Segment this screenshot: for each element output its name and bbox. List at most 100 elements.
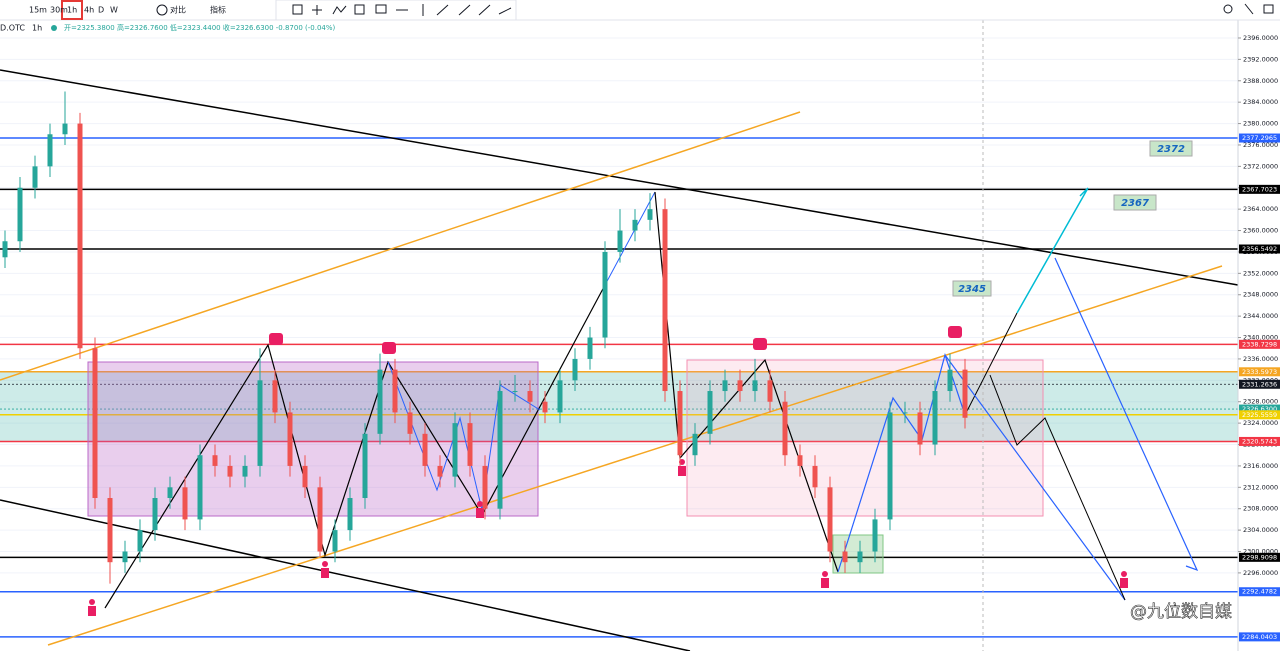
candle-body [497, 391, 503, 509]
candle-body [182, 487, 188, 520]
candle-body [362, 433, 368, 499]
level-label: 2298.9098 [1242, 553, 1277, 561]
candle-body [77, 123, 83, 349]
interval-button[interactable]: 15m [29, 6, 47, 15]
tool-icons[interactable] [292, 3, 1274, 16]
candle-body [812, 465, 818, 488]
y-tick-label: 2316.0000 [1243, 462, 1278, 470]
level-label-bg [1239, 184, 1280, 194]
y-tick-label: 2376.0000 [1243, 141, 1278, 149]
y-tick-label: 2344.0000 [1243, 312, 1278, 320]
y-tick-label: 2384.0000 [1243, 98, 1278, 106]
annotation-box [1113, 194, 1157, 211]
compare-button[interactable]: 对比 [170, 5, 186, 15]
annotations: 2372 2367 2345 @九位数自媒 [952, 140, 1232, 622]
trend-line [0, 499, 691, 652]
level-label-bg [1239, 367, 1280, 377]
projection [989, 374, 1126, 601]
level-label: 2367.7023 [1242, 185, 1277, 193]
candle-body [602, 251, 608, 338]
candle-body [527, 391, 533, 402]
level-label: 2333.5973 [1242, 368, 1277, 376]
active-interval [61, 0, 83, 20]
drawings [0, 20, 1239, 652]
axis-bg [1238, 20, 1280, 651]
candle-body [302, 465, 308, 488]
zone-band [0, 371, 1238, 442]
candle-body [917, 412, 923, 445]
candle-body [662, 209, 668, 392]
candle-body [797, 455, 803, 466]
candle-body [92, 348, 98, 499]
range-box [87, 361, 539, 517]
candle-body [647, 209, 653, 220]
candle-body [842, 551, 848, 563]
symbol-interval: 1h [32, 24, 42, 33]
level-label: 2326.6300 [1242, 405, 1277, 413]
level-label-bg [1239, 552, 1280, 562]
level-label-bg [1239, 404, 1280, 414]
candle-body [332, 530, 338, 552]
candle-body [422, 433, 428, 466]
level-label: 2284.0403 [1242, 633, 1277, 641]
y-tick-label: 2324.0000 [1243, 419, 1278, 427]
interval-button[interactable]: 1h [67, 6, 77, 15]
candle-body [107, 498, 113, 563]
candle-body [62, 123, 68, 135]
y-tick-label: 2360.0000 [1243, 227, 1278, 235]
y-tick-label: 2308.0000 [1243, 505, 1278, 513]
level-label-bg [1239, 436, 1280, 446]
candle-body [512, 391, 518, 393]
interval-button[interactable]: W [110, 6, 118, 15]
level-label-bg [1239, 632, 1280, 642]
level-label-bg [1239, 244, 1280, 254]
y-tick-label: 2392.0000 [1243, 55, 1278, 63]
compare-icon[interactable] [156, 4, 168, 16]
interval-button[interactable]: D [98, 6, 104, 15]
y-tick-label: 2348.0000 [1243, 291, 1278, 299]
y-tick-label: 2296.0000 [1243, 569, 1278, 577]
candle-body [887, 412, 893, 520]
level-label: 2292.4782 [1242, 588, 1277, 596]
y-tick-label: 2300.0000 [1243, 548, 1278, 556]
indicators-button[interactable]: 指标 [210, 5, 226, 15]
y-tick-label: 2364.0000 [1243, 205, 1278, 213]
candle-body [137, 530, 143, 552]
candle-body [17, 187, 23, 242]
y-tick-label: 2336.0000 [1243, 355, 1278, 363]
candle-body [767, 380, 773, 402]
candle-body [587, 337, 593, 359]
level-label: 2377.2965 [1242, 134, 1277, 142]
y-tick-label: 2328.0000 [1243, 398, 1278, 406]
y-tick-label: 2340.0000 [1243, 334, 1278, 342]
candle-body [452, 423, 458, 477]
candle-body [317, 487, 323, 552]
toolbar: 15m 30m 1h 4h D W 对比 指标 D.OTC 1h 开=2325.… [0, 0, 1280, 33]
candle-body [737, 380, 743, 392]
candles [2, 91, 968, 584]
candle-body [347, 498, 353, 531]
level-label: 2356.5492 [1242, 245, 1277, 253]
projection-arrow [944, 354, 1126, 601]
level-label: 2338.7298 [1242, 340, 1277, 348]
candle-body [32, 166, 38, 188]
background-layer [0, 37, 1238, 638]
candle-body [287, 412, 293, 466]
candle-body [857, 551, 863, 563]
annotation-box [952, 280, 992, 297]
interval-button[interactable]: 4h [84, 6, 94, 15]
candle-body [752, 380, 758, 392]
candle-body [947, 369, 953, 392]
candle-body [902, 412, 908, 414]
candle-body [437, 465, 443, 477]
candle-body [632, 219, 638, 231]
toolbar-bg [0, 0, 1280, 20]
interval-button[interactable]: 30m [50, 6, 68, 15]
channel-line [47, 265, 1223, 646]
candle-body [872, 519, 878, 552]
level-label-bg [1239, 133, 1280, 143]
candle-body [2, 241, 8, 258]
y-tick-label: 2380.0000 [1243, 120, 1278, 128]
annotation: 2367 [1121, 198, 1149, 209]
